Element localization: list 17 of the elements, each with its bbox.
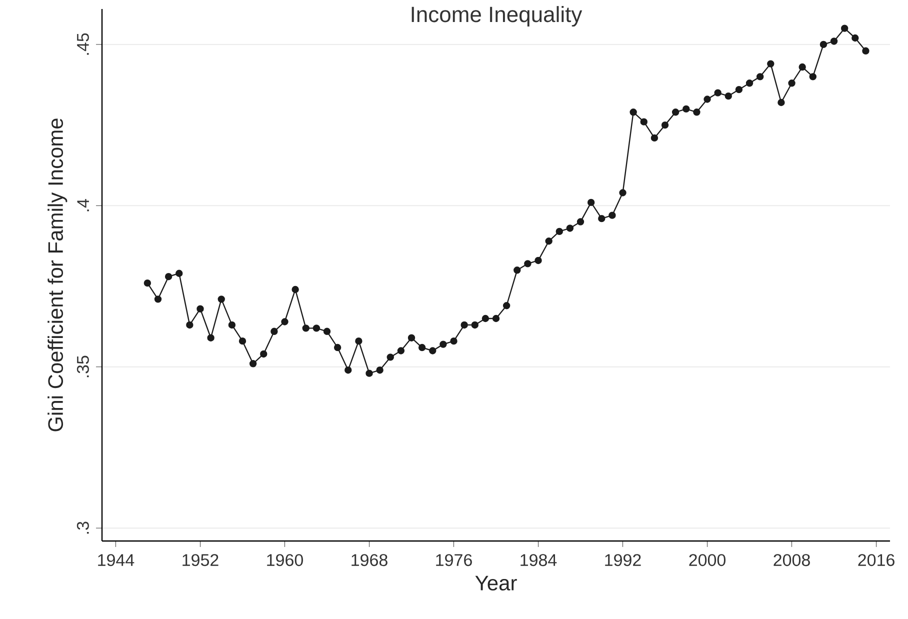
- x-tick-label: 1984: [520, 554, 557, 566]
- x-tick-label: 2008: [774, 554, 810, 566]
- x-tick-label: 1944: [98, 554, 134, 566]
- x-tick-label: 1992: [605, 554, 641, 566]
- y-axis-title: Gini Coefficient for Family Income: [48, 118, 68, 432]
- x-tick-label: 1976: [436, 554, 472, 566]
- x-tick-label: 1952: [182, 554, 218, 566]
- x-tick-label: 1960: [267, 554, 303, 566]
- x-tick-label: 2000: [689, 554, 726, 566]
- y-tick-label: .4: [77, 199, 89, 212]
- y-tick-label: .3: [76, 522, 89, 534]
- x-axis-title: Year: [475, 576, 517, 590]
- x-tick-label: 1968: [352, 554, 388, 566]
- chart-title: Income Inequality: [412, 6, 582, 27]
- x-tick-label: 2016: [858, 554, 894, 566]
- y-tick-label: .35: [76, 356, 89, 378]
- y-tick-label: .45: [77, 33, 89, 55]
